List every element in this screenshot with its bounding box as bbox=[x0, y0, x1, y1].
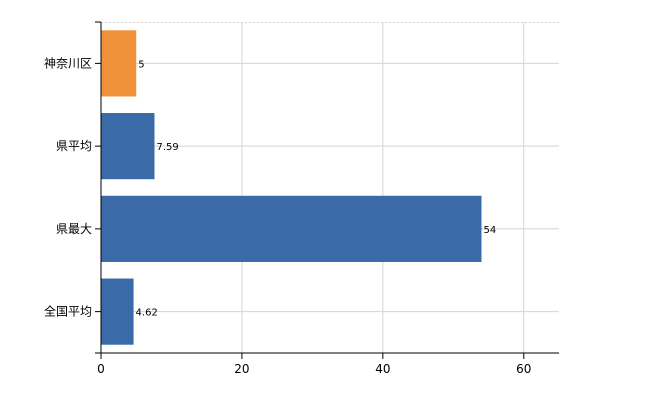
category-label-3: 全国平均 bbox=[44, 304, 92, 319]
x-tick-label-2: 40 bbox=[375, 362, 390, 376]
bars: 5 7.59 54 4.62 bbox=[101, 30, 496, 345]
bar-2 bbox=[101, 195, 482, 262]
category-label-2: 県最大 bbox=[56, 222, 92, 236]
value-label-3: 4.62 bbox=[136, 308, 158, 319]
gridlines bbox=[101, 22, 559, 353]
value-label-1: 7.59 bbox=[156, 142, 178, 153]
x-tick-label-3: 60 bbox=[516, 362, 531, 376]
x-tick-label-1: 20 bbox=[234, 362, 249, 376]
value-label-2: 54 bbox=[483, 225, 496, 236]
x-tick-label-0: 0 bbox=[97, 362, 105, 376]
bar-0 bbox=[101, 30, 137, 97]
category-label-0: 神奈川区 bbox=[44, 56, 92, 70]
category-label-1: 県平均 bbox=[56, 139, 92, 153]
value-label-0: 5 bbox=[138, 59, 144, 70]
bar-3 bbox=[101, 278, 134, 345]
bar-1 bbox=[101, 113, 155, 180]
